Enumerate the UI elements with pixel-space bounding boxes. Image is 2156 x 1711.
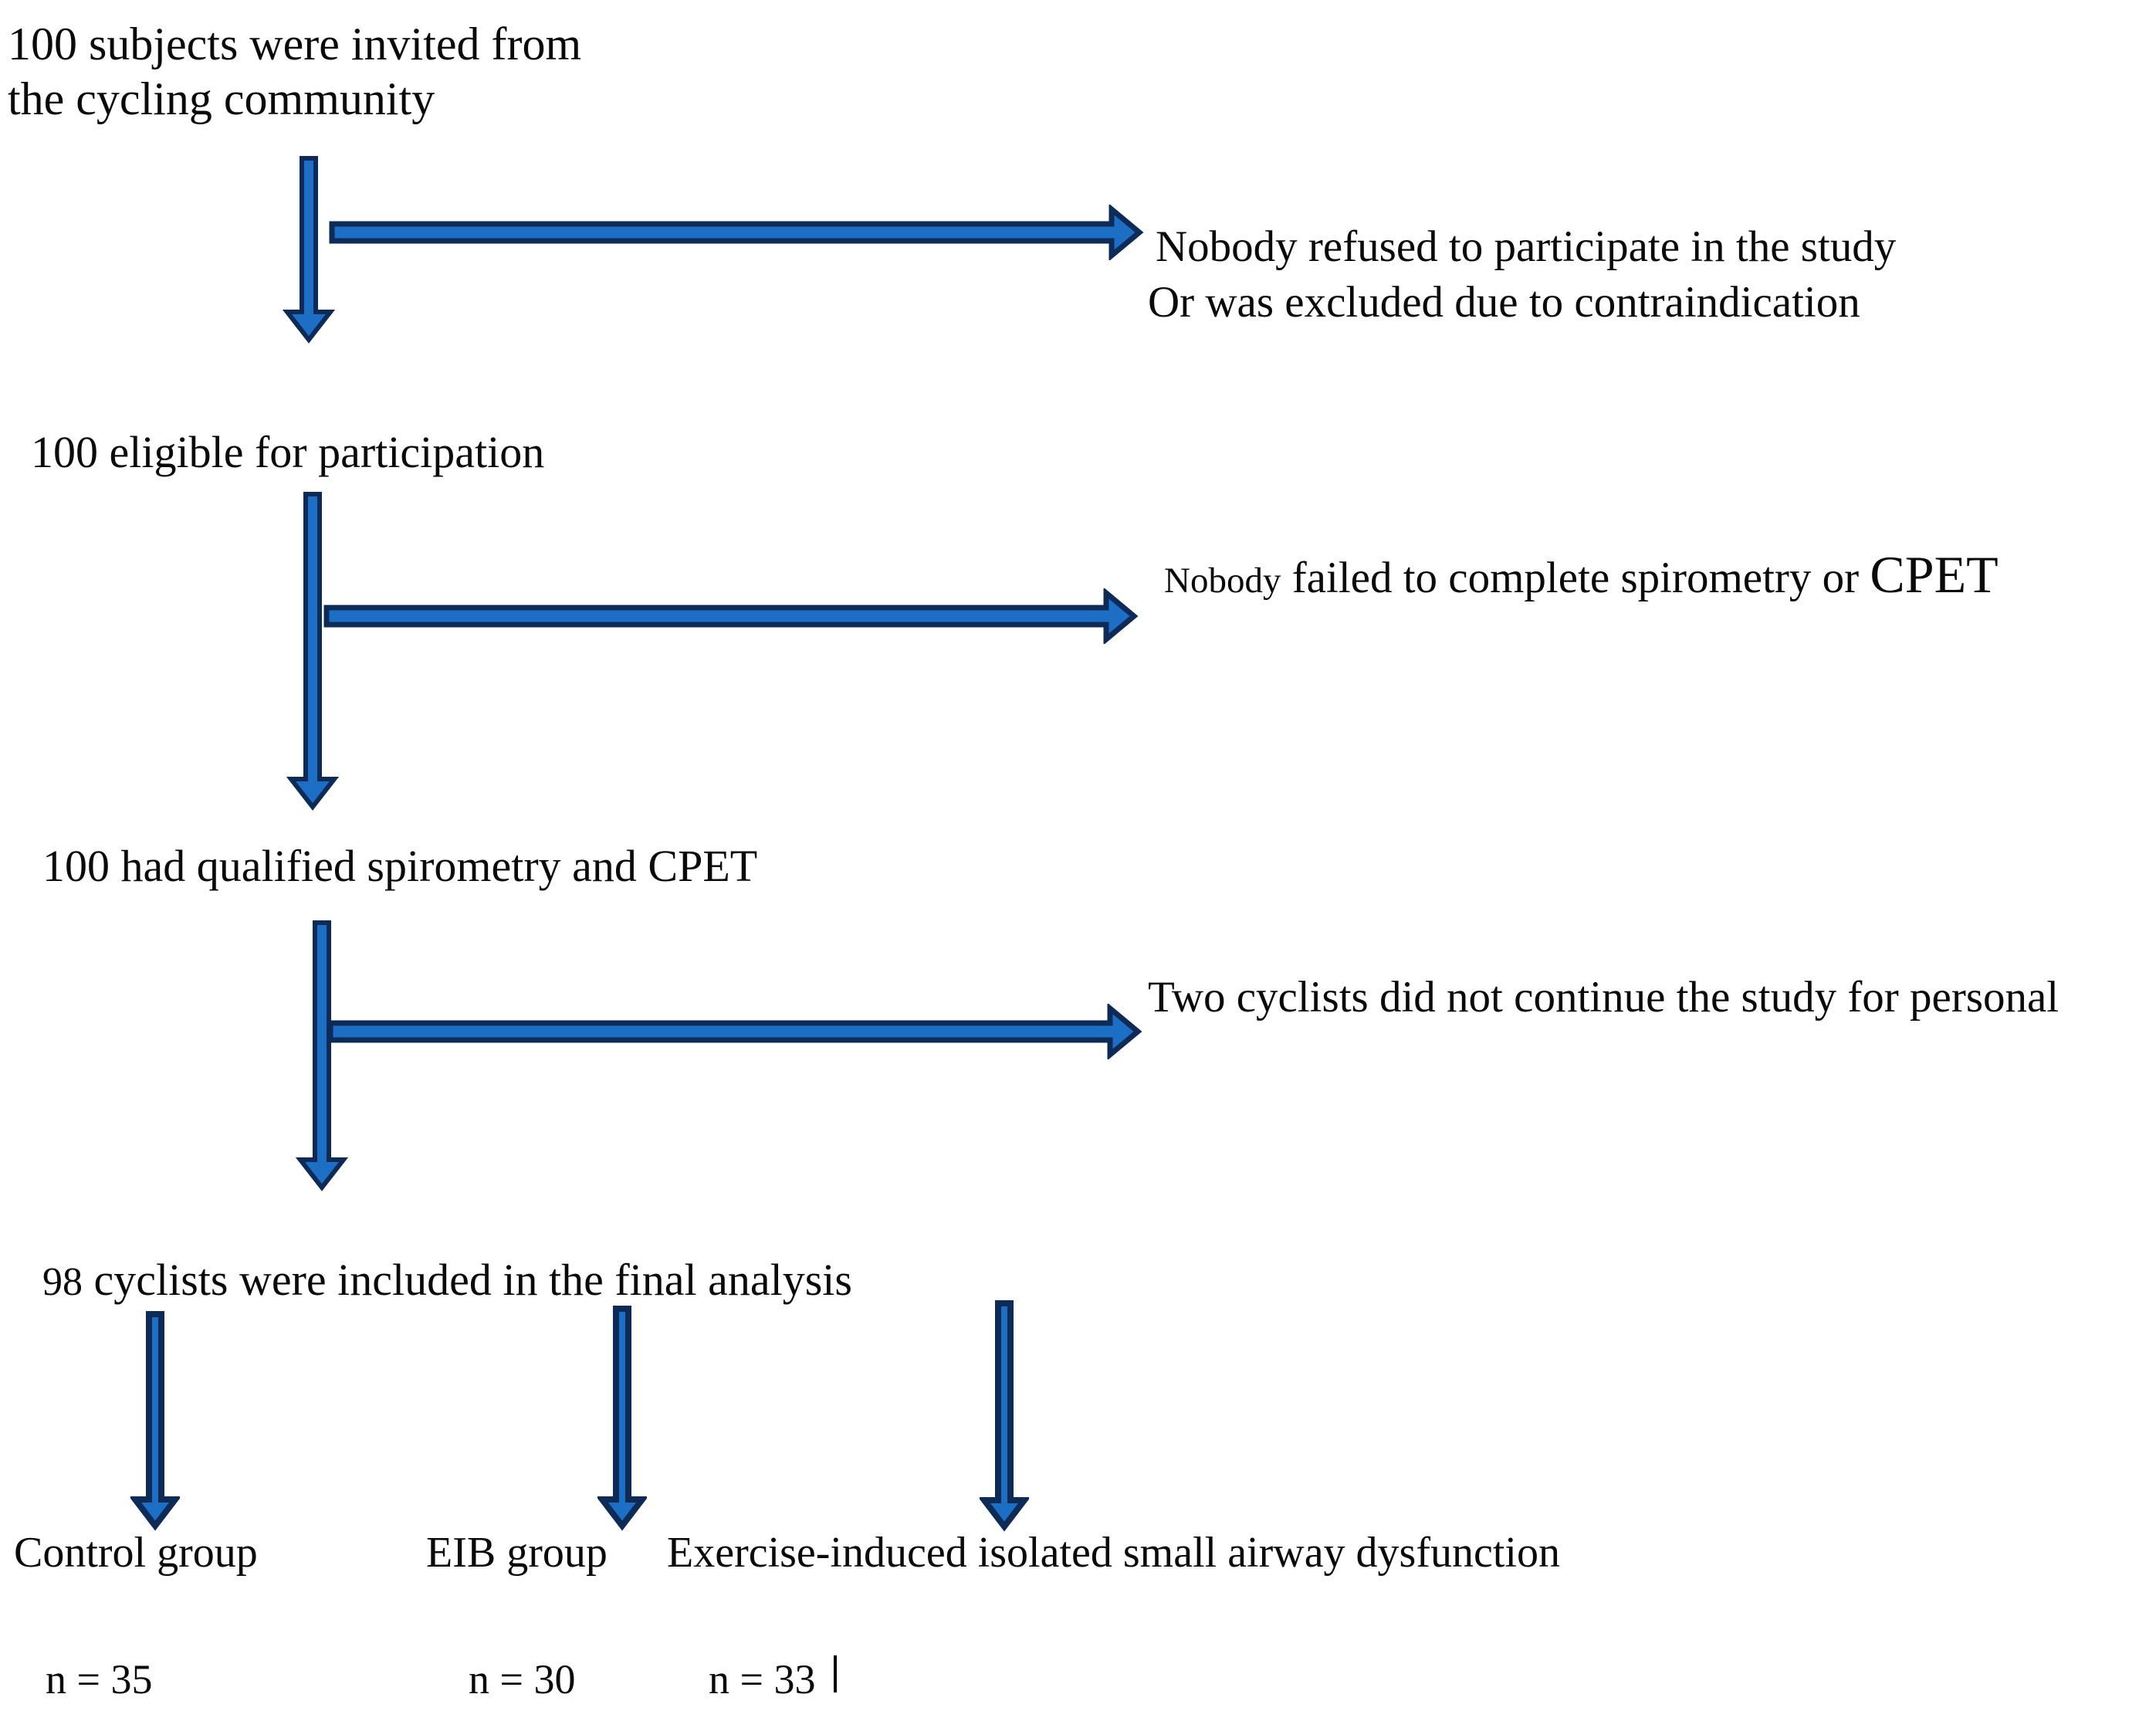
step-eligible: 100 eligible for participation <box>31 427 545 477</box>
group-label-eib: EIB group <box>426 1529 608 1577</box>
flow-arrow-branch-1 <box>329 205 1144 260</box>
flow-arrow-branch-2 <box>323 588 1139 644</box>
group-label-sad: Exercise-induced isolated small airway d… <box>667 1529 1560 1577</box>
exclusion-spirometry-suffix: CPET <box>1870 545 1999 604</box>
exclusion-refused-line1: Nobody refused to participate in the stu… <box>1156 222 1897 271</box>
exclusion-refused: Nobody refused to participate in the stu… <box>1148 219 1896 331</box>
group-arrow-sad <box>980 1300 1029 1532</box>
step-final-analysis: 98 cyclists were included in the final a… <box>42 1254 852 1306</box>
exclusion-refused-line2: Or was excluded due to contraindication <box>1148 278 1860 327</box>
text-cursor <box>834 1655 837 1692</box>
exclusion-spirometry: Nobody failed to complete spirometry or … <box>1164 544 1999 605</box>
group-count-sad: n = 33 <box>709 1656 816 1703</box>
group-count-control: n = 35 <box>46 1656 153 1703</box>
step-final-analysis-count: 98 <box>42 1260 83 1304</box>
flow-arrow-down-3 <box>295 920 349 1191</box>
step-qualified: 100 had qualified spirometry and CPET <box>42 841 758 891</box>
group-count-eib: n = 30 <box>469 1656 576 1703</box>
step-invited-line2: the cycling community <box>8 73 435 124</box>
step-invited-line1: 100 subjects were invited from <box>8 19 582 69</box>
flow-arrow-branch-3 <box>327 1004 1142 1059</box>
group-arrow-eib <box>597 1306 647 1531</box>
step-invited: 100 subjects were invited from the cycli… <box>8 17 581 127</box>
exclusion-spirometry-prefix: Nobody <box>1164 561 1281 601</box>
exclusion-discontinued: Two cyclists did not continue the study … <box>1148 973 2060 1022</box>
step-final-analysis-text: cyclists were included in the final anal… <box>83 1255 853 1305</box>
flow-arrow-down-2 <box>286 492 340 811</box>
flow-arrow-down-1 <box>282 156 336 344</box>
group-label-control: Control group <box>14 1529 258 1577</box>
group-arrow-control <box>130 1311 180 1531</box>
exclusion-spirometry-middle: failed to complete spirometry or <box>1281 554 1870 602</box>
